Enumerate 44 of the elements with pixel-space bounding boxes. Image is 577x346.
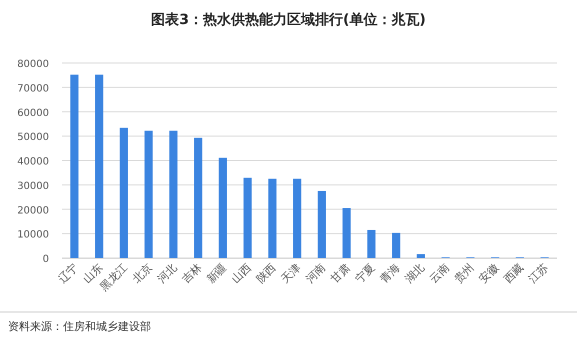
x-tick-label: 新疆 <box>204 260 229 286</box>
bar <box>144 130 153 258</box>
bar <box>244 178 252 258</box>
bar <box>70 74 78 258</box>
y-tick-label: 50000 <box>17 132 49 144</box>
bar <box>268 178 276 258</box>
x-tick-label: 山西 <box>229 260 254 286</box>
bar <box>194 138 202 258</box>
y-tick-label: 40000 <box>17 156 49 168</box>
x-tick-label: 安徽 <box>476 260 502 286</box>
bar <box>120 128 128 258</box>
y-tick-label: 10000 <box>17 230 49 241</box>
bar <box>95 74 104 258</box>
x-tick-label: 贵州 <box>452 260 476 286</box>
x-tick-label: 江苏 <box>526 260 551 286</box>
y-tick-label: 20000 <box>17 205 49 216</box>
chart-title: 图表3：热水供热能力区域排行(单位：兆瓦) <box>151 12 426 28</box>
bar <box>342 208 351 258</box>
bar <box>293 178 302 258</box>
x-tick-label: 河南 <box>303 260 328 286</box>
bar <box>392 232 400 258</box>
y-tick-label: 0 <box>42 254 49 265</box>
x-tick-label: 河北 <box>154 260 180 286</box>
x-tick-label: 云南 <box>427 260 452 286</box>
x-tick-label: 宁夏 <box>352 260 378 286</box>
bar <box>169 130 178 258</box>
x-tick-label: 辽宁 <box>56 260 80 286</box>
x-tick-label: 北京 <box>130 260 155 286</box>
y-tick-label: 80000 <box>17 59 49 70</box>
x-tick-label: 青海 <box>378 260 402 286</box>
bar <box>218 158 227 258</box>
y-tick-label: 30000 <box>17 180 49 192</box>
y-tick-label: 60000 <box>17 108 49 119</box>
x-tick-label: 甘肃 <box>328 260 353 286</box>
bar <box>367 230 376 258</box>
x-tick-label: 陕西 <box>254 260 278 286</box>
x-tick-label: 西藏 <box>501 260 526 286</box>
x-tick-label: 天津 <box>278 260 304 286</box>
x-tick-label: 吉林 <box>180 260 204 286</box>
text: 资料来源：住房和城乡建设部 <box>8 320 151 333</box>
x-tick-label: 湖北 <box>402 260 427 286</box>
bar <box>318 190 326 258</box>
y-tick-label: 70000 <box>17 83 49 94</box>
bar <box>416 254 425 258</box>
